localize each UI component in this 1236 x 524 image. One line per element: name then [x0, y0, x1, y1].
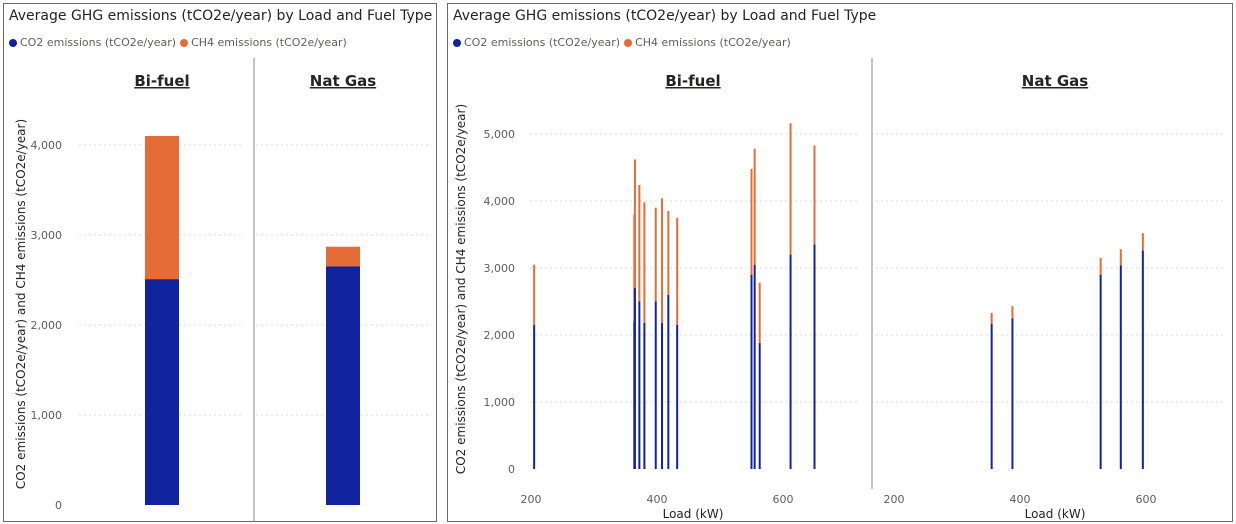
y-tick-label: 1,000 [484, 396, 516, 409]
y-tick-label: 3,000 [484, 262, 516, 275]
bar-ch4 [638, 184, 641, 302]
bar-co2 [533, 324, 536, 469]
y-tick-label: 0 [55, 499, 62, 512]
bar-co2 [654, 301, 657, 469]
y-tick-label: 0 [508, 463, 515, 476]
bar-ch4 [643, 202, 646, 323]
bar-ch4 [789, 123, 792, 255]
legend-ch4-marker [624, 38, 633, 47]
left-chart-visual: Average GHG emissions (tCO2e/year) by Lo… [3, 3, 437, 522]
bar-co2 [1099, 274, 1102, 469]
bar-co2 [1141, 250, 1144, 469]
bar-ch4 [758, 282, 761, 344]
legend-item-ch4[interactable]: CH4 emissions (tCO2e/year) [180, 36, 347, 49]
facet-title: Nat Gas [310, 72, 377, 90]
x-tick-label: 200 [884, 493, 905, 506]
bar-co2 [643, 322, 646, 469]
bar-ch4 [753, 148, 756, 265]
bar-co2 [789, 254, 792, 469]
x-tick-label: 600 [1136, 493, 1157, 506]
legend-item-ch4[interactable]: CH4 emissions (tCO2e/year) [624, 36, 791, 49]
bar-ch4 [813, 145, 816, 245]
x-axis-title: Load (kW) [663, 507, 724, 521]
x-tick-label: 200 [521, 493, 542, 506]
bar-ch4 [633, 159, 636, 289]
bar-co2 [638, 301, 641, 469]
bar-ch4 [1119, 249, 1122, 266]
bar-co2 [661, 322, 664, 469]
right-chart-visual: Average GHG emissions (tCO2e/year) by Lo… [447, 3, 1233, 522]
bar-co2 [326, 266, 360, 505]
legend-co2-marker [453, 38, 461, 47]
legend-ch4-label: CH4 emissions (tCO2e/year) [191, 36, 347, 49]
bar-co2 [758, 343, 761, 469]
x-tick-label: 400 [1010, 493, 1031, 506]
chart-legend: CO2 emissions (tCO2e/year) CH4 emissions… [9, 36, 351, 49]
chart-title: Average GHG emissions (tCO2e/year) by Lo… [453, 8, 877, 24]
bar-co2 [1119, 265, 1122, 469]
bar-co2 [750, 274, 753, 469]
y-tick-label: 2,000 [31, 319, 63, 332]
left-chart-plot: CO2 emissions (tCO2e/year) and CH4 emiss… [14, 58, 428, 521]
bar-co2 [667, 294, 670, 469]
bar-co2 [676, 324, 679, 469]
x-tick-label: 400 [647, 493, 668, 506]
legend-co2-marker [9, 38, 17, 47]
bar-co2 [813, 244, 816, 469]
legend-co2-label: CO2 emissions (tCO2e/year) [20, 36, 177, 49]
y-axis-title: CO2 emissions (tCO2e/year) and CH4 emiss… [454, 104, 468, 474]
bar-co2 [990, 323, 993, 469]
legend-ch4-marker [180, 38, 189, 47]
chart-title: Average GHG emissions (tCO2e/year) by Lo… [9, 8, 433, 24]
legend-ch4-label: CH4 emissions (tCO2e/year) [635, 36, 791, 49]
bar-co2 [1011, 318, 1014, 469]
y-tick-label: 4,000 [31, 139, 63, 152]
legend-item-co2[interactable]: CO2 emissions (tCO2e/year) [453, 36, 620, 49]
x-axis-title: Load (kW) [1025, 507, 1086, 521]
y-tick-label: 2,000 [484, 329, 516, 342]
bar-ch4 [667, 211, 670, 295]
facet-title: Nat Gas [1022, 72, 1089, 90]
bar-co2 [633, 288, 636, 469]
bar-co2 [753, 264, 756, 469]
bar-ch4 [326, 246, 360, 267]
legend-co2-label: CO2 emissions (tCO2e/year) [464, 36, 621, 49]
bar-ch4 [1011, 306, 1014, 319]
facet-title: Bi-fuel [665, 72, 720, 90]
y-tick-label: 5,000 [484, 128, 516, 141]
bar-ch4 [661, 198, 664, 323]
facet-title: Bi-fuel [134, 72, 189, 90]
bar-ch4 [1141, 233, 1144, 251]
legend-item-co2[interactable]: CO2 emissions (tCO2e/year) [9, 36, 176, 49]
x-tick-label: 600 [773, 493, 794, 506]
y-tick-label: 4,000 [484, 195, 516, 208]
bar-ch4 [145, 136, 179, 280]
bar-ch4 [676, 217, 679, 325]
bar-ch4 [1099, 257, 1102, 275]
y-tick-label: 3,000 [31, 229, 63, 242]
bar-ch4 [533, 264, 536, 325]
bar-ch4 [654, 207, 657, 302]
y-tick-label: 1,000 [31, 409, 63, 422]
bar-ch4 [750, 168, 753, 275]
right-chart-plot: CO2 emissions (tCO2e/year) and CH4 emiss… [454, 58, 1224, 521]
bar-co2 [145, 279, 179, 505]
bar-ch4 [990, 312, 993, 324]
y-axis-title: CO2 emissions (tCO2e/year) and CH4 emiss… [14, 119, 28, 489]
chart-legend: CO2 emissions (tCO2e/year) CH4 emissions… [453, 36, 795, 49]
